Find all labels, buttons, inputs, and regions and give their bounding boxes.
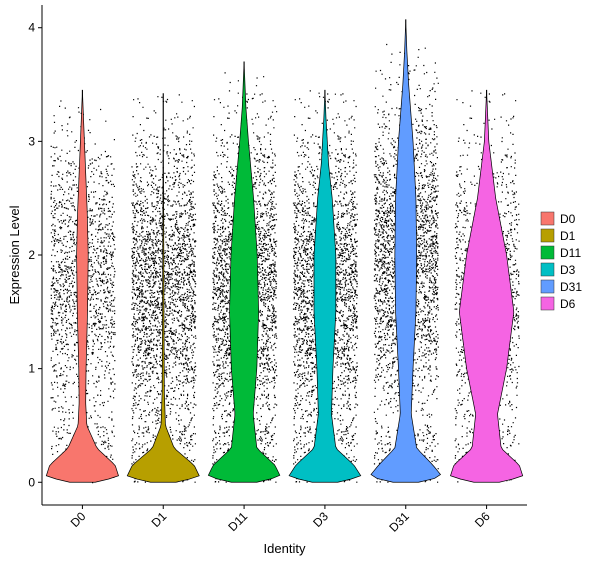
legend-swatch (540, 245, 555, 260)
violin-D6 (450, 89, 524, 483)
legend-label: D31 (560, 280, 582, 294)
violin-D11 (207, 61, 281, 483)
y-tick-label: 1 (28, 362, 35, 376)
x-tick-label: D31 (386, 509, 412, 535)
legend-swatch (540, 279, 555, 294)
legend-swatch (540, 211, 555, 226)
x-tick-label: D3 (310, 509, 331, 530)
legend-label: D0 (560, 212, 576, 226)
violin-D0 (45, 89, 119, 483)
x-tick-label: D6 (472, 509, 493, 530)
y-ticks: 0 1 2 3 4 (28, 21, 42, 489)
violin-D1 (126, 93, 200, 483)
legend-swatch (540, 228, 555, 243)
points-D31 (373, 43, 439, 483)
points-D3 (292, 90, 359, 483)
violin-D3 (288, 89, 362, 483)
legend-label: D3 (560, 263, 576, 277)
legend-label: D11 (560, 246, 581, 260)
legend-swatch (540, 262, 555, 277)
jitter-points-D3 (292, 90, 359, 483)
legend-label: D1 (560, 229, 576, 243)
legend-swatch (540, 296, 555, 311)
legend: D0 D1 D11 D3 D31 D6 (540, 211, 582, 311)
y-tick-label: 0 (28, 475, 35, 489)
x-axis-title: Identity (264, 541, 306, 556)
x-tick-label: D11 (225, 509, 250, 534)
axes (41, 5, 527, 506)
y-tick-label: 2 (28, 248, 35, 262)
x-ticks: D0 D1 D11 D3 D31 D6 (68, 505, 493, 535)
y-tick-label: 4 (28, 21, 35, 35)
jitter-points (50, 43, 520, 484)
jitter-points-D31 (373, 43, 439, 483)
legend-label: D6 (560, 297, 576, 311)
violins (45, 19, 524, 483)
y-tick-label: 3 (28, 134, 35, 148)
x-tick-label: D0 (68, 509, 89, 530)
violin-D31 (370, 19, 442, 483)
x-tick-label: D1 (149, 509, 170, 530)
y-axis-title: Expression Level (7, 205, 22, 304)
